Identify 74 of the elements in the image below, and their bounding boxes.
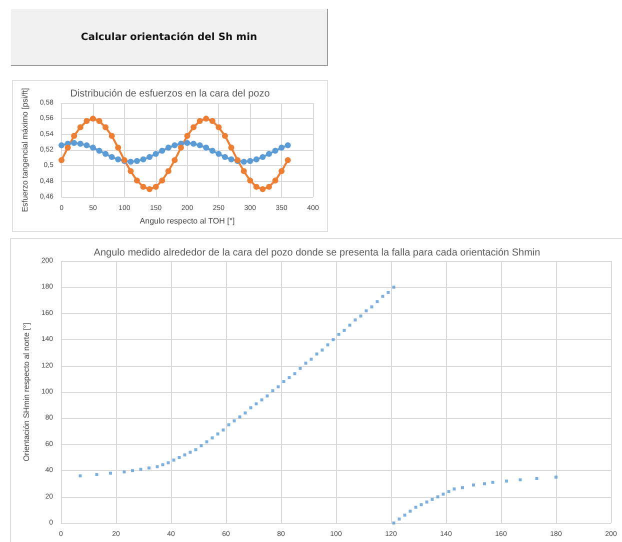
point — [115, 156, 122, 162]
point — [216, 150, 222, 157]
point — [128, 158, 134, 165]
point — [159, 178, 166, 184]
point — [58, 157, 65, 164]
point — [134, 178, 140, 184]
point — [90, 144, 96, 151]
point — [71, 132, 78, 139]
point — [172, 142, 178, 148]
point — [90, 116, 96, 122]
point — [247, 158, 254, 164]
point — [102, 150, 109, 157]
y-axis-title: Esfuerzo tangencial máximo [psi/ft] — [20, 88, 30, 212]
point — [190, 124, 197, 130]
chart-title: Distribución de esfuerzos en la cara del pozo — [70, 88, 270, 100]
point — [260, 186, 266, 192]
point — [96, 118, 102, 124]
point — [247, 178, 254, 184]
point — [58, 142, 65, 148]
point — [222, 132, 228, 139]
point — [196, 142, 203, 148]
point — [222, 154, 228, 160]
point — [178, 144, 184, 151]
point — [216, 124, 222, 130]
point — [146, 186, 153, 192]
point — [240, 168, 247, 174]
point — [152, 150, 159, 157]
point — [77, 124, 84, 130]
point — [184, 140, 190, 146]
point — [209, 148, 216, 154]
point — [272, 178, 278, 184]
point — [253, 156, 260, 162]
point — [128, 168, 134, 174]
point — [266, 184, 272, 190]
x-axis-title: Angulo respecto al TOH [°] — [140, 216, 235, 226]
point — [115, 144, 122, 151]
y-axis-title: Orientación SHmin respecto al norte [°] — [22, 322, 31, 462]
point — [146, 154, 153, 160]
point — [152, 184, 159, 190]
point — [108, 154, 115, 160]
point — [284, 157, 291, 164]
text: Calcular orientación del Sh min — [11, 9, 328, 66]
point — [209, 118, 216, 124]
point — [240, 158, 247, 165]
point — [96, 148, 102, 154]
point — [84, 118, 90, 124]
chart-title: Angulo medido alrededor de la cara del pozo donde se presenta la falla para cada orientación Shmin — [94, 248, 540, 258]
point — [203, 116, 210, 122]
point — [64, 144, 71, 151]
point — [203, 144, 210, 151]
point — [77, 140, 84, 147]
point — [196, 118, 203, 124]
point — [272, 148, 278, 154]
point — [84, 142, 90, 148]
point — [260, 154, 266, 160]
point — [134, 158, 140, 164]
point — [278, 168, 285, 174]
point — [228, 144, 234, 151]
point — [165, 168, 172, 174]
point — [108, 132, 115, 139]
point — [140, 184, 146, 190]
point — [71, 140, 78, 146]
point — [172, 157, 178, 164]
point — [228, 156, 234, 162]
point — [159, 148, 166, 154]
point — [102, 124, 109, 130]
point — [278, 144, 285, 151]
point — [190, 140, 197, 147]
point — [165, 144, 172, 151]
point — [266, 150, 272, 157]
point — [284, 142, 291, 148]
point — [140, 156, 146, 162]
point — [253, 184, 260, 190]
point — [184, 132, 190, 139]
